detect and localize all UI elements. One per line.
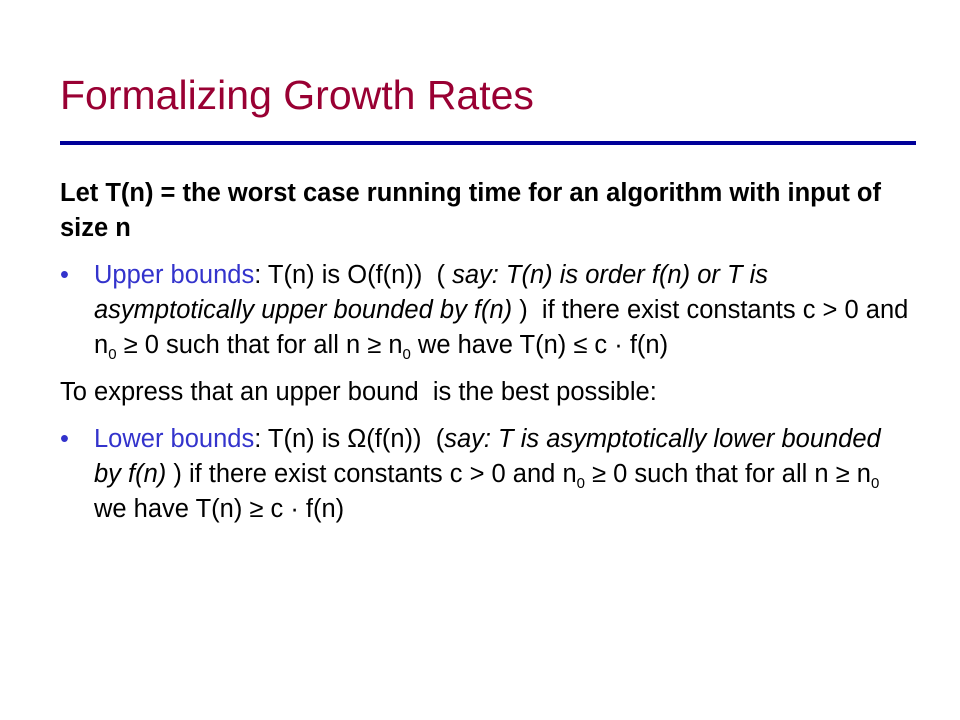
upper-bound-bullet: Upper bounds: T(n) is O(f(n)) ( say: T(n… [60,258,910,363]
subscript: 0 [108,346,117,364]
subscript: 0 [576,475,585,493]
intro: Let T(n) = the worst case running time f… [60,179,889,242]
text: ) if there exist constants c > 0 and n [94,296,916,359]
text: we have T(n) ≤ c · f(n) [410,331,669,359]
slide-body: Let T(n) = the worst case running time f… [60,176,910,539]
lower-bound-bullet: Lower bounds: T(n) is Ω(f(n)) (say: T is… [60,422,910,527]
text: ≥ 0 such that for all n ≥ n [116,331,403,359]
text: we have T(n) ≥ c · f(n) [94,460,887,523]
term: Lower bounds [94,425,255,453]
subscript: 0 [870,475,880,493]
text: ≥ 0 such that for all n ≥ n [584,460,871,488]
title-rule [60,141,916,145]
text: : T(n) is Ω(f(n)) ( [254,425,445,453]
text: : T(n) is O(f(n)) ( [254,261,453,289]
term: Upper bounds [94,261,255,289]
slide-title: Formalizing Growth Rates [60,72,534,118]
transition: To express that an upper bound is the be… [60,378,657,406]
aside: say: T is asymptotically lower bounded b… [94,425,888,488]
subscript: 0 [402,346,411,364]
aside: say: T(n) is order f(n) or T is asymptot… [94,261,776,324]
text: ) if there exist constants c > 0 and n [166,460,577,488]
